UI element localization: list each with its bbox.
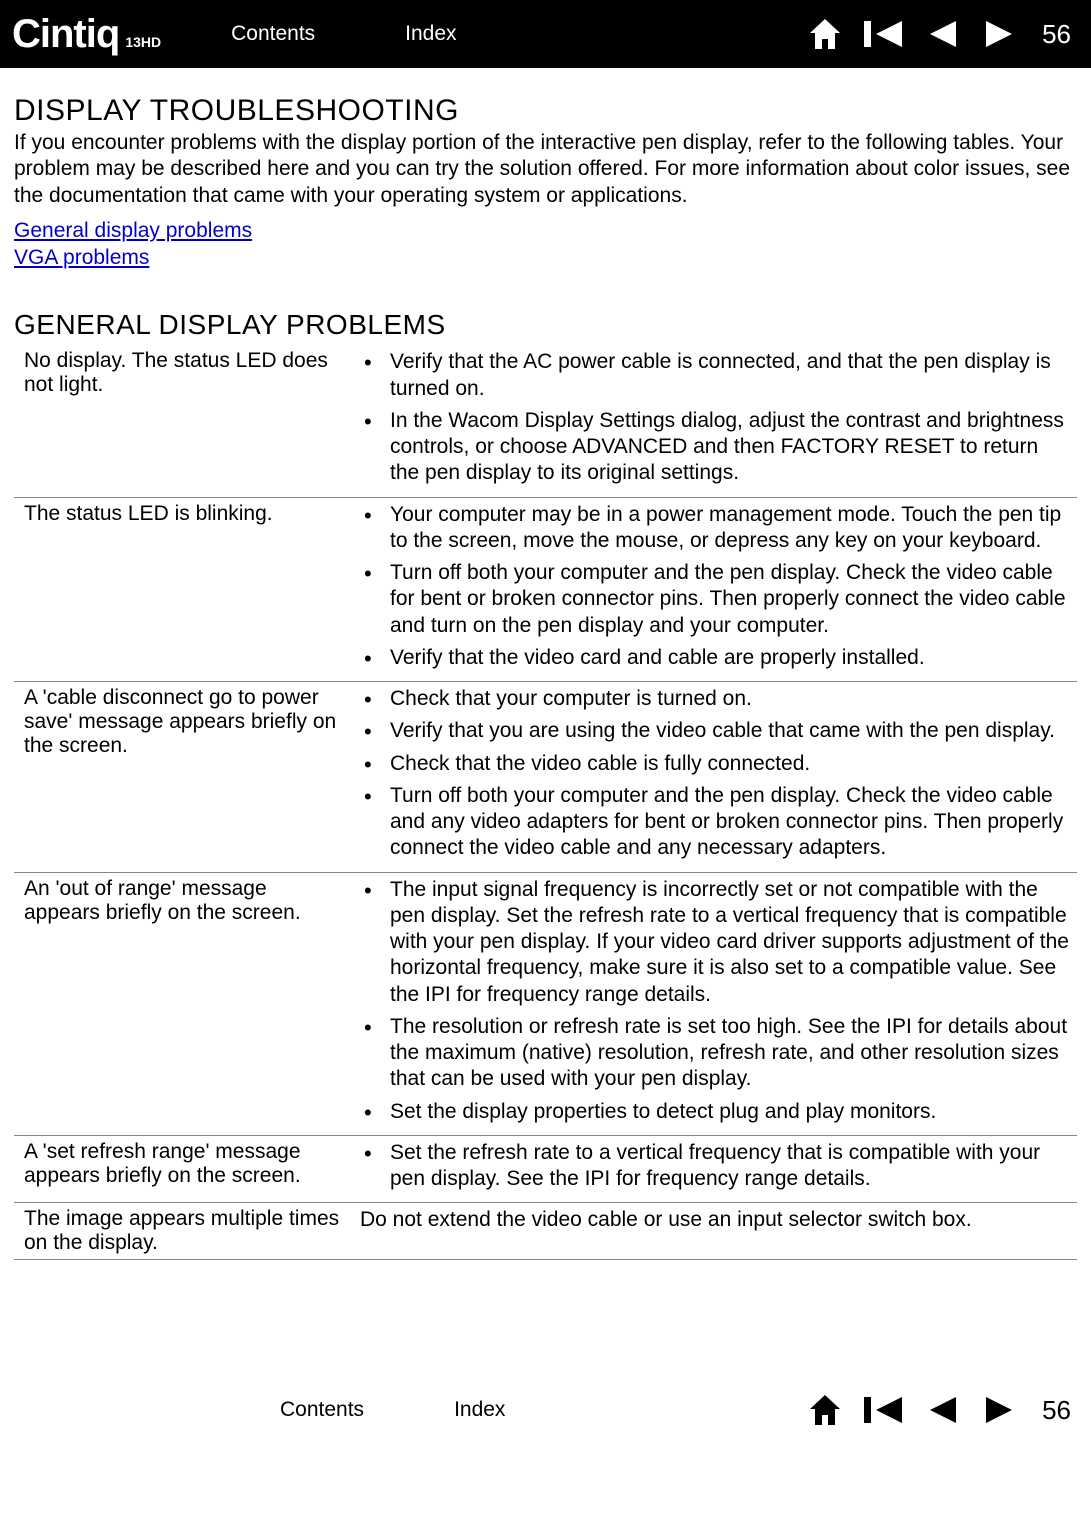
header-nav-links: Contents Index xyxy=(231,22,456,46)
problem-cell: A 'set refresh range' message appears br… xyxy=(14,1135,350,1203)
solution-item: The input signal frequency is incorrectl… xyxy=(386,877,1071,1008)
link-vga-problems[interactable]: VGA problems xyxy=(14,244,1077,271)
footer-nav-icons: 56 xyxy=(806,1393,1071,1427)
home-icon[interactable] xyxy=(806,1393,844,1427)
problem-cell: The status LED is blinking. xyxy=(14,497,350,682)
home-icon[interactable] xyxy=(806,17,844,51)
header-bar: Cintiq 13HD Contents Index 56 xyxy=(0,0,1091,68)
footer-nav-links: Contents Index xyxy=(280,1398,505,1422)
solution-item: The resolution or refresh rate is set to… xyxy=(386,1014,1071,1093)
solution-item: Check that your computer is turned on. xyxy=(386,686,1071,712)
solution-cell: Set the refresh rate to a vertical frequ… xyxy=(350,1135,1077,1203)
table-row: The image appears multiple times on the … xyxy=(14,1203,1077,1260)
logo-main: Cintiq xyxy=(12,12,119,57)
solution-cell: The input signal frequency is incorrectl… xyxy=(350,872,1077,1135)
logo-sub: 13HD xyxy=(125,34,161,50)
solution-list: Set the refresh rate to a vertical frequ… xyxy=(360,1140,1071,1193)
section-title: GENERAL DISPLAY PROBLEMS xyxy=(14,309,1077,341)
next-page-icon[interactable] xyxy=(980,17,1018,51)
table-row: No display. The status LED does not ligh… xyxy=(14,345,1077,497)
solution-item: Turn off both your computer and the pen … xyxy=(386,783,1071,862)
logo: Cintiq 13HD xyxy=(0,12,161,57)
problem-cell: An 'out of range' message appears briefl… xyxy=(14,872,350,1135)
solution-item: Turn off both your computer and the pen … xyxy=(386,560,1071,639)
solution-item: Set the refresh rate to a vertical frequ… xyxy=(386,1140,1071,1193)
problem-cell: A 'cable disconnect go to power save' me… xyxy=(14,682,350,873)
table-row: A 'cable disconnect go to power save' me… xyxy=(14,682,1077,873)
page-title: DISPLAY TROUBLESHOOTING xyxy=(14,94,1077,128)
footer-contents-link[interactable]: Contents xyxy=(280,1398,364,1422)
solution-item: Check that the video cable is fully conn… xyxy=(386,751,1071,777)
solution-item: In the Wacom Display Settings dialog, ad… xyxy=(386,408,1071,487)
problem-cell: No display. The status LED does not ligh… xyxy=(14,345,350,497)
solution-item: Verify that the video card and cable are… xyxy=(386,645,1071,671)
solution-list: Your computer may be in a power manageme… xyxy=(360,502,1071,672)
solution-cell: Verify that the AC power cable is connec… xyxy=(350,345,1077,497)
first-page-icon[interactable] xyxy=(862,1393,906,1427)
solution-list: Verify that the AC power cable is connec… xyxy=(360,349,1071,486)
solution-list: Check that your computer is turned on. Ve… xyxy=(360,686,1071,862)
table-row: An 'out of range' message appears briefl… xyxy=(14,872,1077,1135)
footer-bar: Contents Index 56 xyxy=(0,1380,1091,1440)
solution-list: The input signal frequency is incorrectl… xyxy=(360,877,1071,1125)
solution-cell: Check that your computer is turned on. Ve… xyxy=(350,682,1077,873)
prev-page-icon[interactable] xyxy=(924,17,962,51)
page-content: DISPLAY TROUBLESHOOTING If you encounter… xyxy=(0,68,1091,1260)
page-number: 56 xyxy=(1042,19,1071,50)
intro-paragraph: If you encounter problems with the displ… xyxy=(14,130,1077,209)
solution-cell: Your computer may be in a power manageme… xyxy=(350,497,1077,682)
solution-text: Do not extend the video cable or use an … xyxy=(360,1207,1071,1233)
solution-cell: Do not extend the video cable or use an … xyxy=(350,1203,1077,1260)
troubleshooting-table: No display. The status LED does not ligh… xyxy=(14,345,1077,1260)
solution-item: Your computer may be in a power manageme… xyxy=(386,502,1071,555)
footer-index-link[interactable]: Index xyxy=(454,1398,505,1422)
table-row: A 'set refresh range' message appears br… xyxy=(14,1135,1077,1203)
solution-item: Verify that you are using the video cabl… xyxy=(386,718,1071,744)
index-link[interactable]: Index xyxy=(405,22,456,46)
prev-page-icon[interactable] xyxy=(924,1393,962,1427)
next-page-icon[interactable] xyxy=(980,1393,1018,1427)
first-page-icon[interactable] xyxy=(862,17,906,51)
problem-cell: The image appears multiple times on the … xyxy=(14,1203,350,1260)
header-nav-icons: 56 xyxy=(806,17,1071,51)
table-row: The status LED is blinking. Your computer… xyxy=(14,497,1077,682)
solution-item: Verify that the AC power cable is connec… xyxy=(386,349,1071,402)
contents-link[interactable]: Contents xyxy=(231,22,315,46)
solution-item: Set the display properties to detect plu… xyxy=(386,1099,1071,1125)
link-general-display[interactable]: General display problems xyxy=(14,217,1077,244)
footer-page-number: 56 xyxy=(1042,1395,1071,1426)
